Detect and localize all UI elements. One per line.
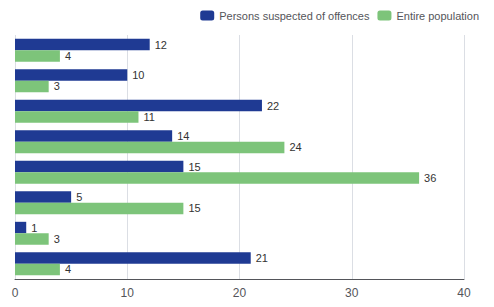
svg-text:22: 22 <box>267 100 279 112</box>
svg-text:15: 15 <box>188 202 200 214</box>
svg-text:11: 11 <box>143 111 154 123</box>
svg-text:4: 4 <box>65 263 71 275</box>
svg-text:Persons suspected of offences: Persons suspected of offences <box>219 10 370 22</box>
svg-text:15: 15 <box>188 161 200 173</box>
svg-text:4: 4 <box>65 50 71 62</box>
svg-text:3: 3 <box>54 80 60 92</box>
svg-text:10: 10 <box>121 286 135 300</box>
svg-text:1: 1 <box>31 222 37 234</box>
svg-text:5: 5 <box>76 191 82 203</box>
svg-text:12: 12 <box>155 39 167 51</box>
svg-text:0: 0 <box>12 286 19 300</box>
svg-text:14: 14 <box>177 130 189 142</box>
svg-text:3: 3 <box>54 233 60 245</box>
svg-text:20: 20 <box>233 286 247 300</box>
svg-text:30: 30 <box>345 286 359 300</box>
svg-text:40: 40 <box>457 286 471 300</box>
svg-text:10: 10 <box>132 69 144 81</box>
svg-text:Entire population: Entire population <box>396 10 479 22</box>
svg-text:21: 21 <box>256 252 268 264</box>
svg-text:36: 36 <box>424 172 436 184</box>
svg-text:24: 24 <box>289 141 301 153</box>
